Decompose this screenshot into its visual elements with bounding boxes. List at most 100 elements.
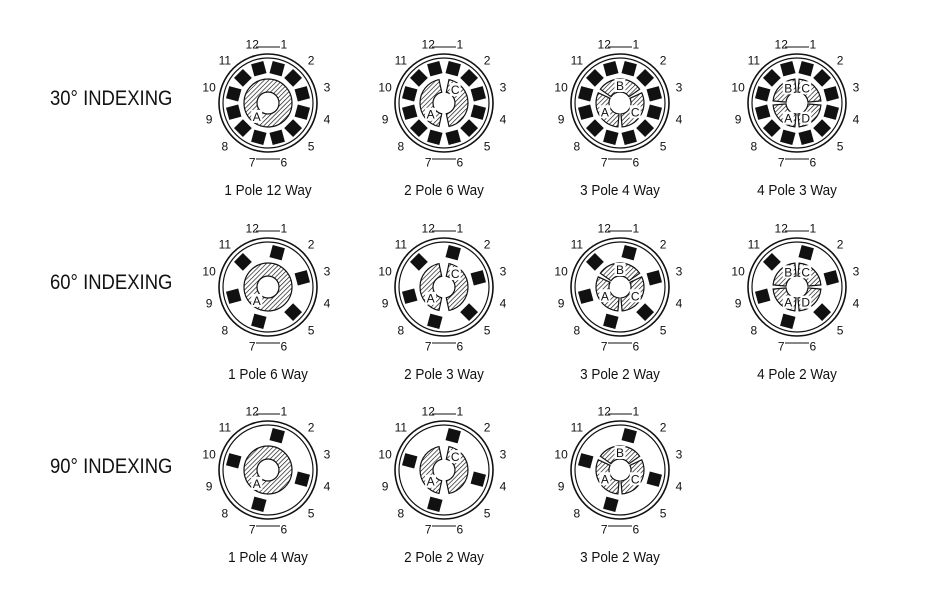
terminal-slot-10 xyxy=(225,453,242,469)
terminal-number-12: 12 xyxy=(775,38,789,52)
rotor-ring xyxy=(244,263,292,311)
terminal-number-9: 9 xyxy=(735,112,742,126)
terminal-number-1: 1 xyxy=(809,38,816,52)
row-label-30-indexing: 30° INDEXING xyxy=(50,87,173,110)
terminal-slot-3 xyxy=(294,86,311,102)
terminal-slot-4 xyxy=(646,104,663,120)
terminal-number-3: 3 xyxy=(324,265,331,279)
terminal-slot-7 xyxy=(427,496,443,513)
terminal-slot-1 xyxy=(445,427,461,444)
terminal-slot-2 xyxy=(636,68,655,87)
caption-4-pole-2-way: 4 Pole 2 Way xyxy=(757,366,837,383)
terminal-number-5: 5 xyxy=(660,507,667,521)
caption-1-pole-4-way: 1 Pole 4 Way xyxy=(228,549,308,566)
pole-label-A: A xyxy=(253,477,261,491)
terminal-slot-11 xyxy=(762,252,781,271)
outer-ring xyxy=(394,237,494,337)
inner-ring xyxy=(222,424,314,516)
terminal-number-10: 10 xyxy=(202,265,216,279)
inner-ring xyxy=(574,241,666,333)
outer-ring xyxy=(394,420,494,520)
terminal-slot-1 xyxy=(798,244,814,261)
terminal-number-6: 6 xyxy=(456,522,463,536)
pole-label-B: B xyxy=(616,79,624,93)
terminal-number-5: 5 xyxy=(660,324,667,338)
terminal-number-8: 8 xyxy=(574,140,581,154)
terminal-number-2: 2 xyxy=(484,237,491,251)
terminal-number-11: 11 xyxy=(219,420,232,434)
pole-label-A: A xyxy=(253,294,261,308)
terminal-number-10: 10 xyxy=(554,81,568,95)
terminal-number-5: 5 xyxy=(660,140,667,154)
terminal-slot-1 xyxy=(445,60,461,77)
terminal-slot-8 xyxy=(233,119,252,138)
inner-ring xyxy=(751,57,843,149)
terminal-slot-7 xyxy=(603,129,619,146)
pole-label-C: C xyxy=(801,81,810,95)
terminal-slot-5 xyxy=(460,119,479,138)
terminal-slot-4 xyxy=(470,104,487,120)
pole-label-bg-A xyxy=(425,107,437,121)
inner-ring xyxy=(574,424,666,516)
terminal-number-6: 6 xyxy=(456,339,463,353)
terminal-number-5: 5 xyxy=(484,507,491,521)
terminal-slot-4 xyxy=(294,104,311,120)
rotor-ring xyxy=(244,446,292,494)
terminal-slot-5 xyxy=(284,119,303,138)
terminal-slot-11 xyxy=(409,68,428,87)
terminal-number-10: 10 xyxy=(378,265,392,279)
terminal-number-3: 3 xyxy=(676,81,683,95)
terminal-number-10: 10 xyxy=(554,265,568,279)
terminal-number-5: 5 xyxy=(484,140,491,154)
pole-label-bg-B xyxy=(782,81,794,95)
pole-label-bg-B xyxy=(614,263,626,276)
terminal-number-2: 2 xyxy=(308,420,315,434)
row-label-90-indexing: 90° INDEXING xyxy=(50,455,173,478)
terminal-number-3: 3 xyxy=(500,81,507,95)
terminal-slot-10 xyxy=(401,453,418,469)
caption-1-pole-12-way: 1 Pole 12 Way xyxy=(224,182,312,199)
terminal-number-1: 1 xyxy=(280,222,287,236)
terminal-number-4: 4 xyxy=(676,296,683,310)
terminal-slot-11 xyxy=(233,252,252,271)
pole-label-bg-C xyxy=(800,265,812,279)
terminal-slot-5 xyxy=(636,303,655,322)
pole-label-bg-D xyxy=(800,295,812,309)
terminal-number-1: 1 xyxy=(632,405,639,419)
caption-2-pole-6-way: 2 Pole 6 Way xyxy=(404,182,484,199)
terminal-number-12: 12 xyxy=(422,38,436,52)
inner-ring xyxy=(751,241,843,333)
terminal-slot-7 xyxy=(251,129,267,146)
terminal-number-8: 8 xyxy=(751,324,758,338)
terminal-number-9: 9 xyxy=(382,479,389,493)
terminal-number-3: 3 xyxy=(500,265,507,279)
caption-1-pole-6-way: 1 Pole 6 Way xyxy=(228,366,308,383)
terminal-slot-11 xyxy=(762,68,781,87)
terminal-slot-1 xyxy=(621,427,637,444)
terminal-slot-3 xyxy=(823,86,840,102)
terminal-number-1: 1 xyxy=(280,405,287,419)
terminal-slot-1 xyxy=(269,60,285,77)
terminal-number-7: 7 xyxy=(249,155,256,169)
outer-ring xyxy=(218,420,318,520)
terminal-number-7: 7 xyxy=(425,155,432,169)
pole-label-bg-A xyxy=(782,295,794,309)
terminal-slot-3 xyxy=(294,270,311,286)
terminal-number-6: 6 xyxy=(280,339,287,353)
terminal-slot-9 xyxy=(754,288,771,304)
terminal-slot-10 xyxy=(577,86,594,102)
pole-label-A: A xyxy=(427,108,435,122)
terminal-slot-4 xyxy=(823,104,840,120)
terminal-slot-4 xyxy=(294,471,311,487)
terminal-number-12: 12 xyxy=(598,222,612,236)
terminal-slot-5 xyxy=(636,119,655,138)
pole-label-bg-C xyxy=(629,105,641,119)
pole-label-A: A xyxy=(601,289,609,303)
terminal-number-3: 3 xyxy=(676,265,683,279)
terminal-number-3: 3 xyxy=(853,81,860,95)
terminal-number-12: 12 xyxy=(422,405,436,419)
terminal-slot-12 xyxy=(603,60,619,77)
terminal-number-6: 6 xyxy=(280,155,287,169)
